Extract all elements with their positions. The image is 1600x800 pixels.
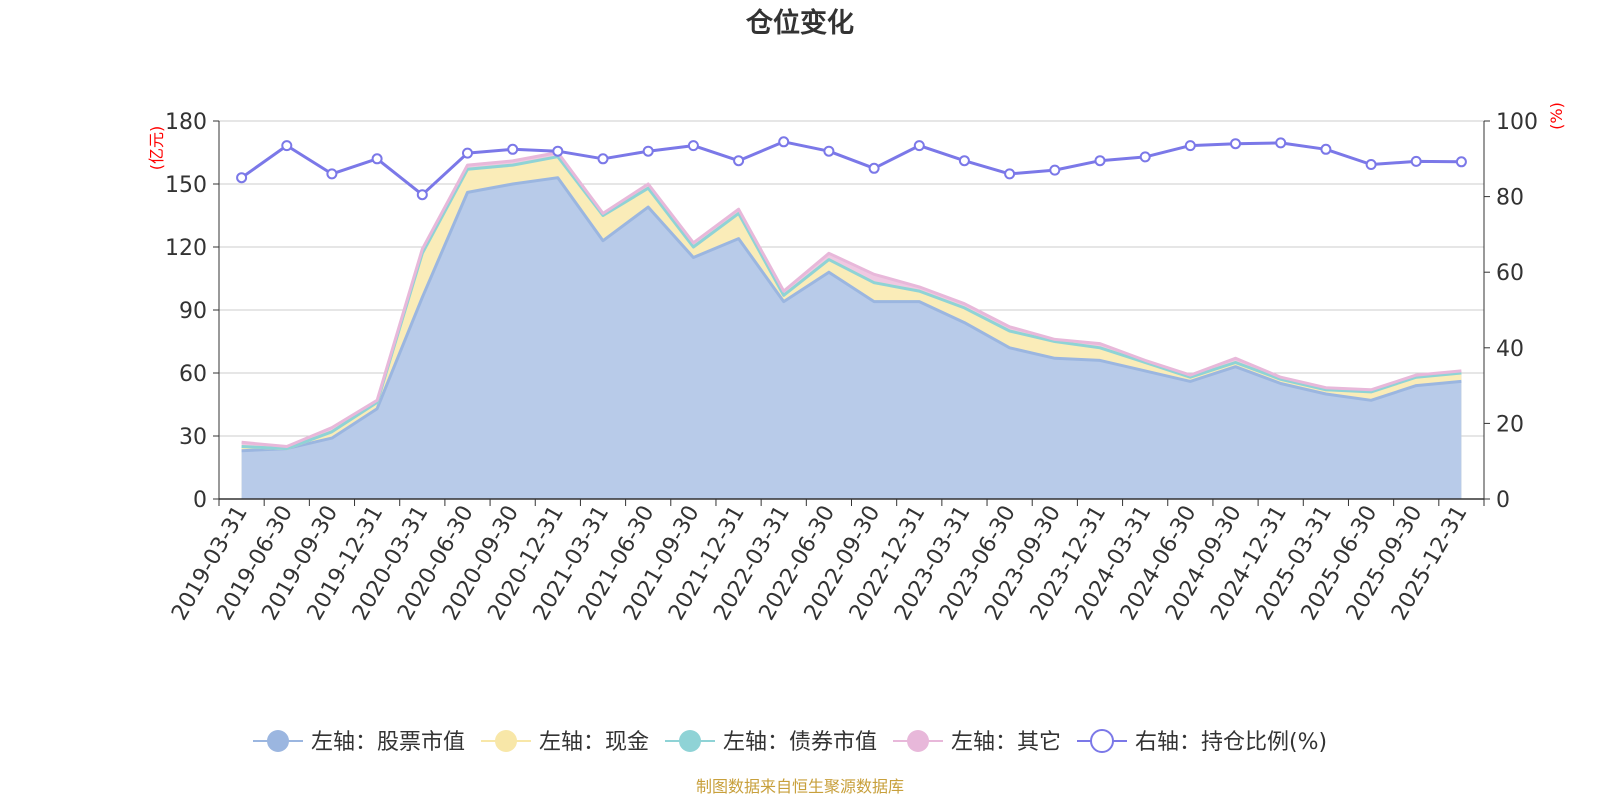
ratio-point (823, 145, 835, 157)
ratio-point (371, 153, 383, 165)
ratio-point (462, 147, 473, 159)
left-tick-label: 60 (179, 362, 207, 387)
ratio-point (236, 172, 248, 184)
legend-marker (1090, 729, 1114, 753)
ratio-point (1049, 164, 1061, 176)
left-tick-label: 0 (193, 488, 207, 513)
legend-item: 右轴：持仓比例(%) (1077, 729, 1327, 755)
right-tick-label: 20 (1496, 412, 1524, 437)
ratio-point (687, 140, 699, 152)
legend: 左轴：股票市值 左轴：现金 左轴：债券市值 左轴：其它 右轴：持仓比例(%) (253, 729, 1327, 755)
ratio-point (1139, 151, 1151, 163)
chart-title: 仓位变化 (745, 7, 854, 39)
right-tick-label: 0 (1496, 488, 1510, 513)
ratio-point (913, 140, 925, 152)
area-fill (241, 177, 1462, 499)
ratio-point (958, 155, 970, 167)
area-line (241, 155, 1462, 451)
stacked-areas (241, 151, 1462, 499)
legend-marker (679, 730, 701, 752)
legend-item: 左轴：债券市值 (665, 730, 877, 755)
ratio-point (281, 140, 293, 152)
ratio-point (1004, 168, 1016, 180)
left-tick-label: 90 (179, 299, 207, 324)
legend-marker (495, 730, 517, 752)
ratio-point (416, 189, 428, 201)
ratio-point (733, 155, 745, 167)
right-axis-unit: (%) (1547, 102, 1566, 130)
legend-label: 左轴：其它 (951, 730, 1061, 755)
legend-label: 左轴：债券市值 (723, 730, 877, 755)
left-tick-label: 30 (179, 425, 207, 450)
ratio-point (507, 143, 519, 155)
ratio-point (1410, 155, 1422, 167)
ratio-point (1230, 138, 1241, 150)
ratio-point (1094, 155, 1106, 167)
area-line (241, 176, 1462, 453)
legend-item: 左轴：股票市值 (253, 730, 465, 755)
right-tick-label: 60 (1496, 261, 1524, 286)
holding-ratio-line (236, 136, 1467, 201)
ratio-point (642, 145, 654, 157)
ratio-point (1455, 156, 1467, 168)
ratio-point (868, 162, 880, 174)
left-tick-label: 120 (165, 236, 207, 261)
legend-marker (907, 730, 929, 752)
ratio-point (778, 136, 790, 148)
left-tick-label: 180 (165, 110, 207, 135)
left-tick-label: 150 (165, 173, 207, 198)
legend-label: 右轴：持仓比例(%) (1135, 730, 1327, 755)
ratio-line (240, 140, 1462, 197)
ratio-point (1365, 159, 1377, 170)
area-line (241, 151, 1462, 448)
ratio-point (1320, 143, 1332, 155)
ratio-point (597, 153, 609, 165)
right-tick-label: 100 (1496, 110, 1538, 135)
legend-label: 左轴：股票市值 (311, 730, 465, 755)
ratio-point (1184, 140, 1196, 152)
ratio-point (326, 168, 338, 180)
legend-marker (267, 730, 289, 752)
legend-label: 左轴：现金 (539, 730, 649, 755)
ratio-point (552, 145, 564, 157)
right-tick-label: 80 (1496, 186, 1524, 211)
legend-item: 左轴：其它 (893, 730, 1061, 755)
right-tick-label: 40 (1496, 337, 1524, 362)
left-axis-unit: (亿元) (147, 126, 166, 171)
source-note: 制图数据来自恒生聚源数据库 (696, 777, 904, 796)
legend-item: 左轴：现金 (481, 730, 649, 755)
ratio-point (1275, 137, 1287, 149)
